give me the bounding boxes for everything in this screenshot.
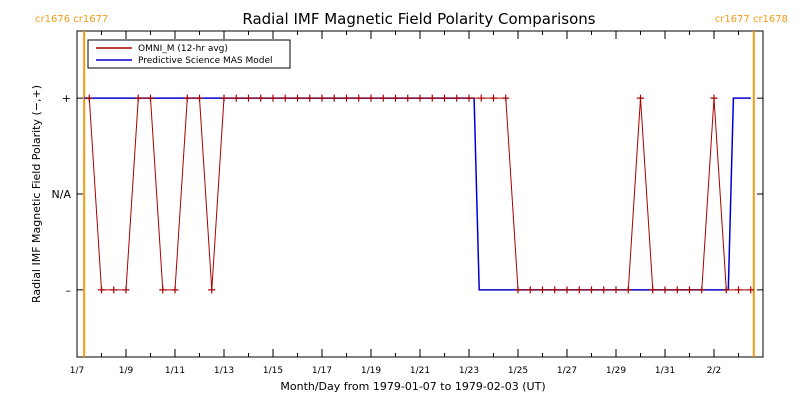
y-tick-label-0: + (62, 92, 71, 105)
x-tick-label-1: 1/9 (119, 366, 134, 376)
y-tick-label-2: – (66, 284, 72, 297)
omni-point-48 (673, 286, 681, 294)
cr-marker-label-0: cr1676 cr1677 (35, 14, 108, 25)
x-tick-label-12: 1/31 (655, 366, 675, 376)
omni-point-22 (355, 94, 363, 102)
series-line-omni (88, 97, 751, 291)
x-tick-label-3: 1/13 (214, 366, 234, 376)
x-tick-label-13: 2/2 (707, 366, 721, 376)
omni-point-10 (208, 286, 216, 294)
x-tick-label-7: 1/21 (410, 366, 430, 376)
omni-point-0 (85, 94, 93, 102)
omni-point-44 (624, 286, 632, 294)
y-axis: + N/A – (52, 92, 763, 297)
legend: OMNI_M (12-hr avg) Predictive Science MA… (87, 39, 291, 69)
omni-point-7 (171, 286, 179, 294)
x-tick-label-10: 1/27 (557, 366, 577, 376)
omni-point-15 (269, 94, 277, 102)
omni-point-1 (98, 286, 105, 294)
omni-point-41 (588, 286, 595, 294)
omni-point-35 (514, 286, 522, 294)
omni-point-24 (379, 94, 387, 102)
omni-point-51 (710, 94, 718, 102)
omni-point-5 (147, 94, 154, 102)
omni-point-27 (416, 94, 424, 102)
x-tick-label-4: 1/15 (263, 366, 283, 376)
omni-point-4 (134, 94, 142, 102)
plot-frame (76, 30, 764, 358)
omni-point-25 (392, 94, 399, 102)
omni-point-47 (661, 286, 669, 294)
omni-point-23 (367, 94, 375, 102)
omni-point-34 (502, 94, 510, 102)
x-tick-label-11: 1/29 (606, 366, 626, 376)
legend-label-mas: Predictive Science MAS Model (138, 56, 273, 66)
omni-point-50 (698, 286, 706, 294)
omni-point-52 (722, 286, 730, 294)
omni-point-13 (245, 94, 252, 102)
x-axis-label: Month/Day from 1979-01-07 to 1979-02-03 … (280, 380, 545, 393)
omni-point-19 (318, 94, 326, 102)
x-tick-label-5: 1/17 (312, 366, 332, 376)
x-tick-label-6: 1/19 (361, 366, 381, 376)
omni-point-3 (122, 286, 130, 294)
omni-point-45 (637, 94, 644, 102)
carrington-markers: cr1676 cr1677 cr1677 cr1678 (35, 14, 788, 357)
y-axis-label: Radial IMF Magnetic Field Polarity (−,+) (30, 85, 43, 303)
omni-point-49 (686, 286, 693, 294)
x-tick-label-0: 1/7 (70, 366, 84, 376)
omni-point-12 (232, 94, 240, 102)
omni-point-26 (404, 94, 412, 102)
omni-point-14 (257, 94, 265, 102)
omni-point-18 (306, 94, 314, 102)
x-axis: 1/7 1/9 1/11 1/13 1/15 1/17 1/19 1/21 1/23 1/25 1/… (70, 31, 764, 376)
omni-point-54 (747, 286, 755, 294)
omni-point-29 (441, 94, 448, 102)
omni-point-17 (294, 94, 301, 102)
x-tick-label-9: 1/25 (508, 366, 528, 376)
omni-point-33 (490, 94, 497, 102)
omni-point-2 (110, 286, 118, 294)
x-tick-label-2: 1/11 (165, 366, 185, 376)
omni-point-30 (453, 94, 461, 102)
omni-point-53 (735, 286, 742, 294)
omni-point-42 (600, 286, 608, 294)
omni-point-46 (649, 286, 657, 294)
omni-point-36 (526, 286, 534, 294)
omni-point-21 (343, 94, 350, 102)
chart-title: Radial IMF Magnetic Field Polarity Compa… (242, 10, 595, 28)
series-lines (84, 94, 755, 294)
omni-point-40 (575, 286, 583, 294)
omni-point-28 (428, 94, 436, 102)
legend-box (87, 39, 291, 69)
legend-label-omni: OMNI_M (12-hr avg) (138, 44, 228, 54)
omni-point-9 (196, 94, 203, 102)
omni-point-32 (477, 94, 485, 102)
omni-point-37 (539, 286, 546, 294)
omni-point-39 (563, 286, 571, 294)
omni-point-6 (159, 286, 167, 294)
y-tick-label-1: N/A (52, 188, 72, 201)
omni-point-20 (330, 94, 338, 102)
omni-point-38 (551, 286, 559, 294)
omni-point-16 (281, 94, 289, 102)
omni-point-31 (465, 94, 473, 102)
cr-marker-label-1: cr1677 cr1678 (715, 14, 788, 25)
omni-point-8 (183, 94, 191, 102)
x-tick-label-8: 1/23 (459, 366, 479, 376)
omni-point-43 (612, 286, 620, 294)
omni-point-11 (220, 94, 228, 102)
